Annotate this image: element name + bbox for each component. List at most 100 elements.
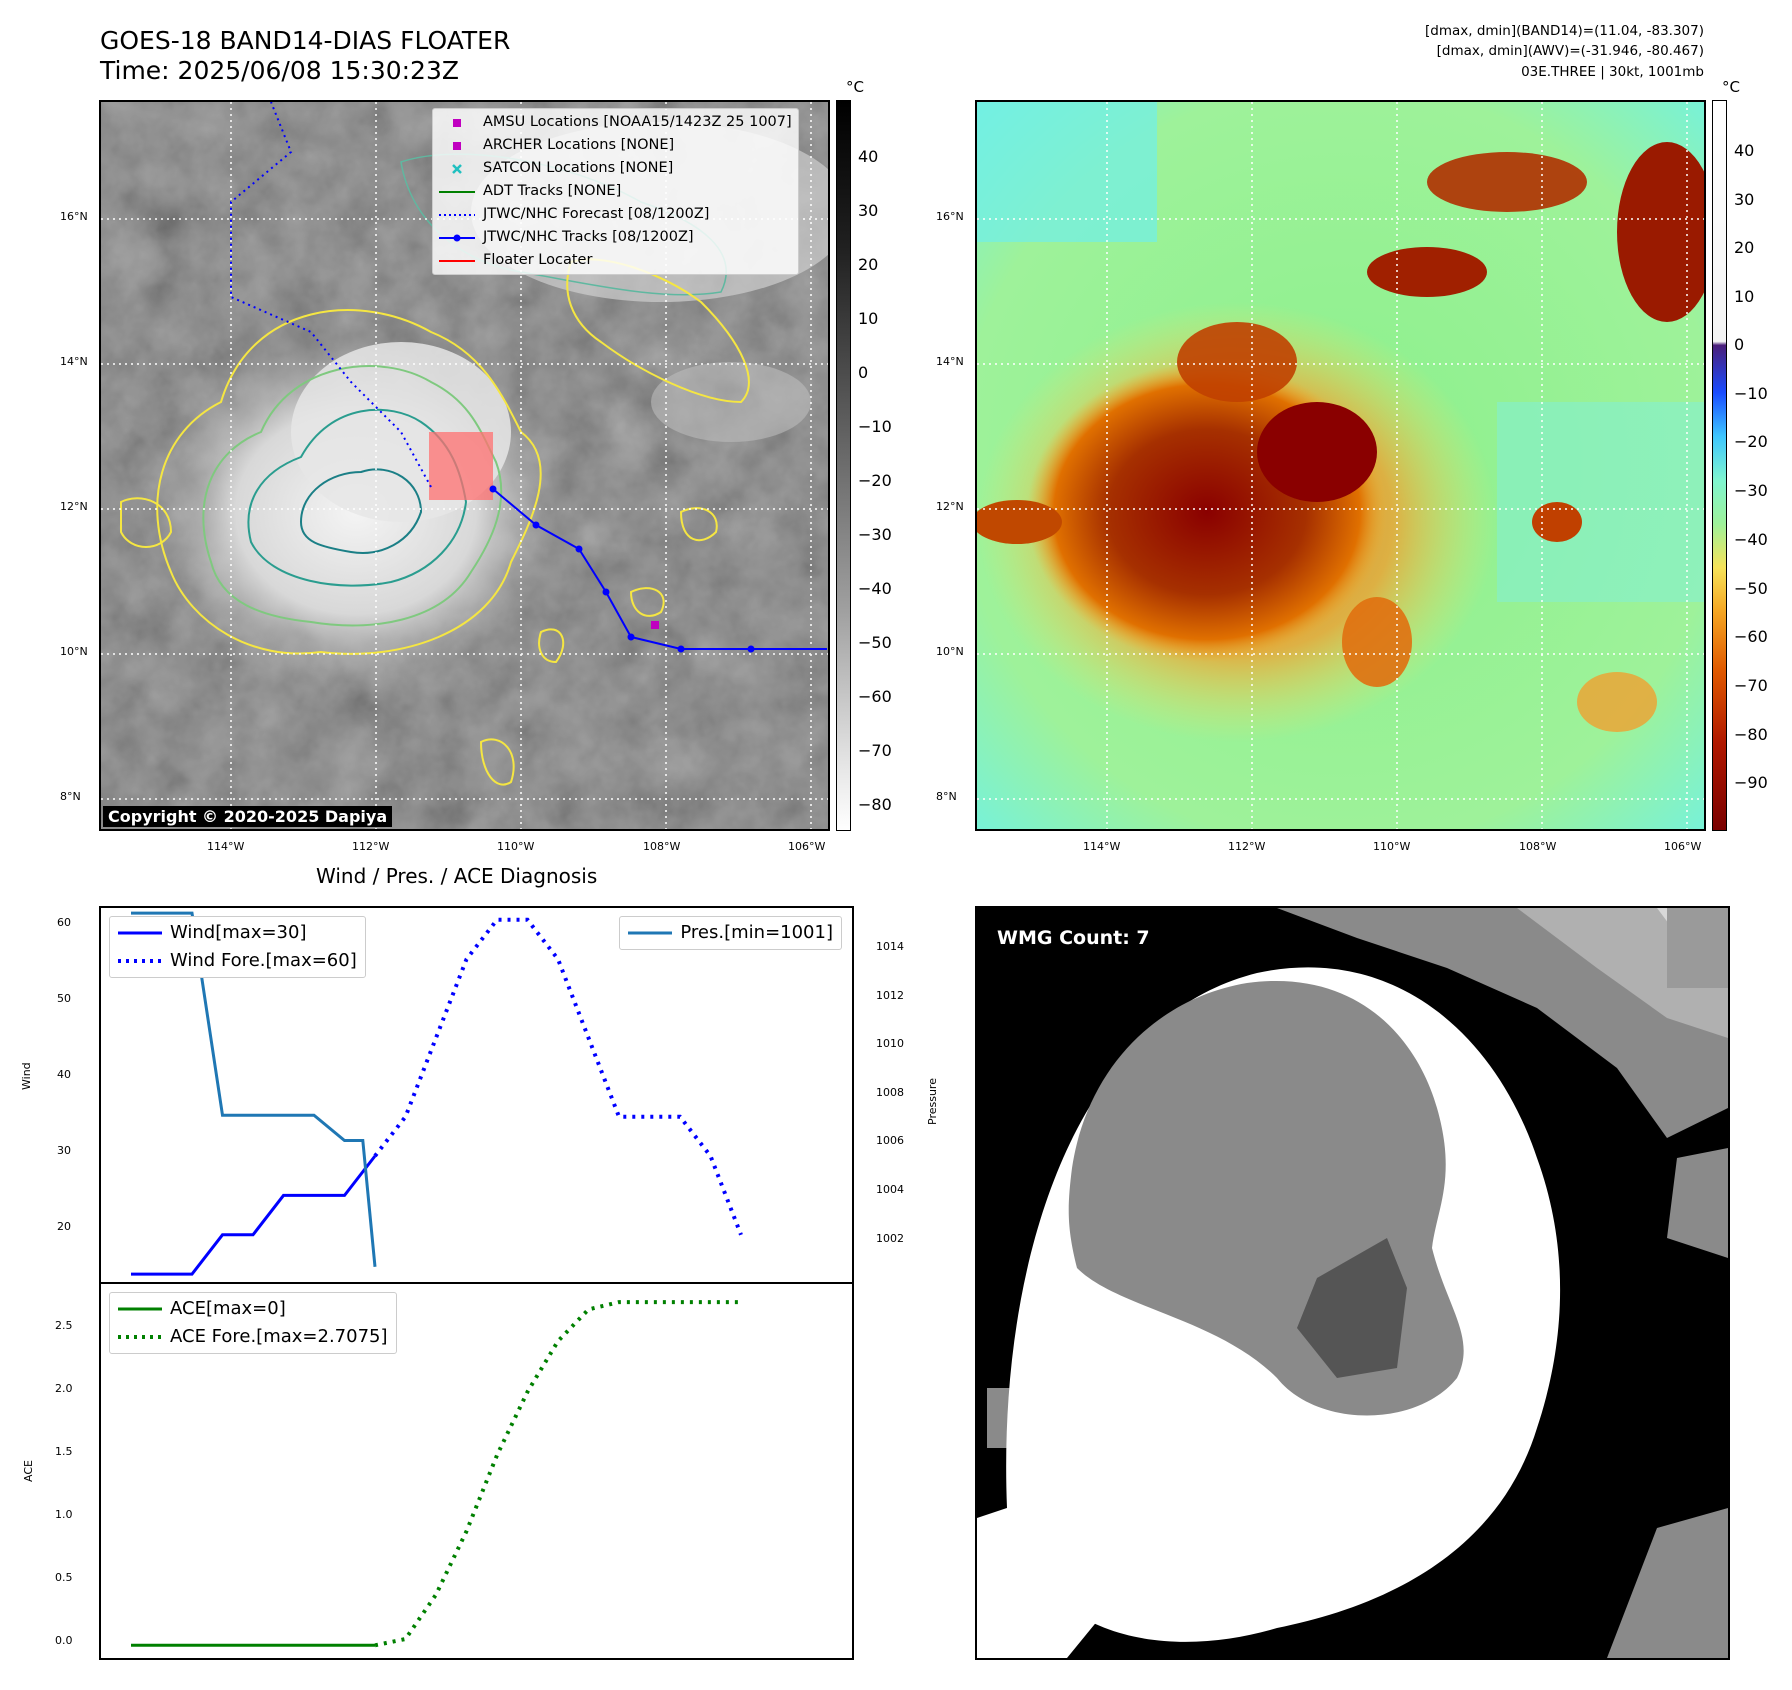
ir-map-legend: AMSU Locations [NOAA15/1423Z 25 1007] AR… xyxy=(432,108,799,275)
ir-colorbar-tick: 0 xyxy=(858,363,869,382)
pressure-tick: 1008 xyxy=(876,1086,904,1099)
track-points xyxy=(489,485,755,653)
wmg-panel: WMG Count: 7 xyxy=(975,906,1730,1660)
awv-colorbar-tick: 20 xyxy=(1734,238,1755,257)
ir-lat-label: 14°N xyxy=(60,355,88,368)
title-line-2: Time: 2025/06/08 15:30:23Z xyxy=(100,56,459,85)
ir-colorbar-tick: 40 xyxy=(858,147,879,166)
legend-item-satcon: SATCON Locations [NONE] xyxy=(439,157,792,180)
ace-panel: ACE[max=0] ACE Fore.[max=2.7075] xyxy=(99,1282,854,1660)
ace-series-1 xyxy=(374,1300,741,1648)
legend-item-tracks: JTWC/NHC Tracks [08/1200Z] xyxy=(439,226,792,249)
awv-colorbar-tick: 40 xyxy=(1734,141,1755,160)
ir-lat-label: 10°N xyxy=(60,645,88,658)
ir-lon-label: 112°W xyxy=(352,840,390,853)
ace-tick: 1.0 xyxy=(55,1508,73,1521)
ir-lon-label: 106°W xyxy=(788,840,826,853)
awv-colorbar-unit: °C xyxy=(1722,78,1740,96)
awv-map-panel xyxy=(975,100,1706,831)
wind-series-0 xyxy=(131,1155,377,1276)
ace-legend: ACE[max=0] ACE Fore.[max=2.7075] xyxy=(109,1292,397,1354)
pressure-series-0 xyxy=(131,911,377,1267)
awv-lon-label: 114°W xyxy=(1083,840,1121,853)
awv-lon-label: 108°W xyxy=(1519,840,1557,853)
pressure-tick: 1006 xyxy=(876,1134,904,1147)
pressure-tick: 1014 xyxy=(876,940,904,953)
legend-item-floater: Floater Locater xyxy=(439,252,593,268)
wind-pressure-panel: Wind[max=30] Wind Fore.[max=60] Pres.[mi… xyxy=(99,906,854,1284)
ir-lon-label: 114°W xyxy=(207,840,245,853)
ace-tick: 0.5 xyxy=(55,1571,73,1584)
awv-lon-label: 112°W xyxy=(1228,840,1266,853)
ace-tick: 1.5 xyxy=(55,1445,73,1458)
legend-item-archer: ARCHER Locations [NONE] xyxy=(439,134,792,157)
legend-item-forecast: JTWC/NHC Forecast [08/1200Z] xyxy=(439,206,710,222)
ace-tick: 0.0 xyxy=(55,1634,73,1647)
awv-colorbar-tick: 30 xyxy=(1734,190,1755,209)
awv-colorbar-tick: −40 xyxy=(1734,530,1768,549)
ir-colorbar-tick: −50 xyxy=(858,633,892,652)
pressure-tick: 1002 xyxy=(876,1232,904,1245)
awv-lon-label: 110°W xyxy=(1373,840,1411,853)
awv-lat-label: 10°N xyxy=(936,645,964,658)
wind-tick: 40 xyxy=(57,1068,71,1081)
awv-gridlines xyxy=(977,102,1704,829)
awv-colorbar-tick: −30 xyxy=(1734,481,1768,500)
ir-colorbar-tick: −70 xyxy=(858,741,892,760)
ir-colorbar-tick: −60 xyxy=(858,687,892,706)
ir-lon-label: 110°W xyxy=(497,840,535,853)
ir-colorbar-tick: −80 xyxy=(858,795,892,814)
awv-lat-label: 14°N xyxy=(936,355,964,368)
awv-lat-label: 8°N xyxy=(936,790,957,803)
ir-colorbar-tick: −20 xyxy=(858,471,892,490)
ir-lat-label: 12°N xyxy=(60,500,88,513)
floater-locater-box xyxy=(429,432,493,500)
pressure-legend: Pres.[min=1001] xyxy=(619,916,842,950)
wind-tick: 30 xyxy=(57,1144,71,1157)
legend-item-adt: ADT Tracks [NONE] xyxy=(439,183,622,199)
ace-tick: 2.5 xyxy=(55,1319,73,1332)
ir-colorbar-tick: −10 xyxy=(858,417,892,436)
info-line-3: 03E.THREE | 30kt, 1001mb xyxy=(1521,64,1704,80)
ir-colorbar-tick: −30 xyxy=(858,525,892,544)
ace-chart xyxy=(131,1300,741,1648)
wind-tick: 60 xyxy=(57,916,71,929)
pressure-axis-label: Pressure xyxy=(926,1078,939,1125)
awv-colorbar-tick: −50 xyxy=(1734,579,1768,598)
legend-item-pres: Pres.[min=1001] xyxy=(628,922,833,943)
awv-colorbar xyxy=(1712,100,1727,831)
awv-colorbar-tick: −10 xyxy=(1734,384,1768,403)
awv-colorbar-tick: −80 xyxy=(1734,725,1768,744)
ace-axis-label: ACE xyxy=(22,1460,35,1482)
awv-colorbar-tick: −70 xyxy=(1734,676,1768,695)
info-line-2: [dmax, dmin](AWV)=(-31.946, -80.467) xyxy=(1436,43,1704,59)
observed-track xyxy=(492,488,827,650)
wind-legend: Wind[max=30] Wind Fore.[max=60] xyxy=(109,916,366,978)
legend-item-ace-fore: ACE Fore.[max=2.7075] xyxy=(118,1326,388,1347)
ir-lat-label: 16°N xyxy=(60,210,88,223)
ace-tick: 2.0 xyxy=(55,1382,73,1395)
awv-map-image xyxy=(977,102,1704,829)
awv-lon-label: 106°W xyxy=(1664,840,1702,853)
pressure-tick: 1010 xyxy=(876,1037,904,1050)
pressure-tick: 1012 xyxy=(876,989,904,1002)
title-line-1: GOES-18 BAND14-DIAS FLOATER xyxy=(100,26,511,55)
info-line-1: [dmax, dmin](BAND14)=(11.04, -83.307) xyxy=(1424,23,1704,39)
forecast-track xyxy=(230,102,432,488)
awv-colorbar-tick: 10 xyxy=(1734,287,1755,306)
awv-lat-label: 16°N xyxy=(936,210,964,223)
wind-series-1 xyxy=(373,917,743,1236)
ir-colorbar-tick: −40 xyxy=(858,579,892,598)
legend-item-amsu: AMSU Locations [NOAA15/1423Z 25 1007] xyxy=(439,111,792,134)
awv-colorbar-tick: −90 xyxy=(1734,773,1768,792)
legend-item-ace: ACE[max=0] xyxy=(118,1298,286,1319)
ir-lat-label: 8°N xyxy=(60,790,81,803)
diag-title: Wind / Pres. / ACE Diagnosis xyxy=(316,864,598,888)
ir-colorbar-tick: 30 xyxy=(858,201,879,220)
ir-colorbar xyxy=(836,100,851,831)
legend-item-wind-fore: Wind Fore.[max=60] xyxy=(118,950,357,971)
wmg-image xyxy=(977,908,1728,1658)
ir-colorbar-tick: 20 xyxy=(858,255,879,274)
awv-colorbar-tick: 0 xyxy=(1734,335,1745,354)
ir-lon-label: 108°W xyxy=(643,840,681,853)
